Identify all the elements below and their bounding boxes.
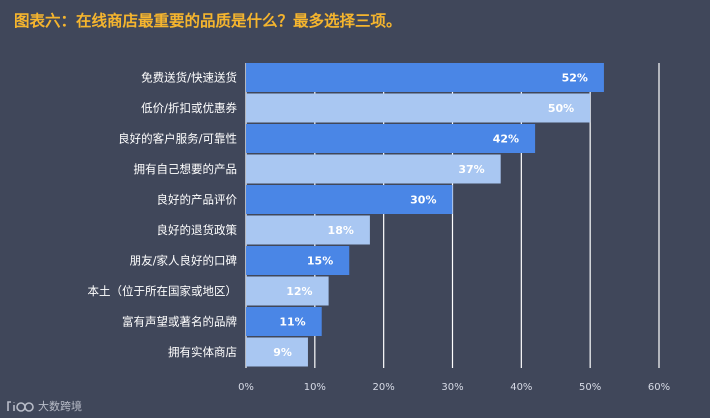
category-label: 拥有自己想要的产品 (134, 162, 238, 176)
category-label: 良好的产品评价 (157, 193, 238, 207)
bar (246, 246, 350, 275)
x-tick-label: 30% (441, 382, 463, 393)
bar (246, 124, 536, 153)
bar (246, 185, 453, 214)
x-tick-label: 60% (648, 382, 670, 393)
value-label: 42% (493, 133, 519, 146)
value-labels: 52% 50% 42% 37% 30% 18% 15% 12% 11% 9% (273, 72, 588, 360)
category-label: 良好的退货政策 (157, 223, 238, 237)
value-label: 37% (458, 163, 484, 176)
watermark-logo: 大数跨境 (6, 398, 82, 414)
category-label: 朋友/家人良好的口碑 (130, 254, 238, 268)
bar (246, 276, 329, 306)
value-label: 30% (410, 194, 436, 207)
value-label: 50% (548, 102, 574, 115)
bars (246, 63, 604, 367)
bar (246, 93, 591, 123)
x-tick-label: 10% (304, 382, 326, 393)
value-label: 15% (307, 255, 333, 268)
value-label: 18% (328, 224, 354, 237)
value-label: 52% (562, 72, 588, 85)
value-label: 9% (273, 346, 292, 359)
logo-icon (7, 401, 34, 412)
value-label: 12% (286, 285, 312, 298)
x-tick-label: 40% (510, 382, 532, 393)
bar (246, 63, 604, 92)
category-label: 拥有实体商店 (168, 345, 237, 359)
bar (246, 337, 308, 367)
watermark-text: 大数跨境 (38, 400, 82, 413)
x-tick-label: 20% (373, 382, 395, 393)
bar (246, 215, 370, 245)
category-label: 富有声望或著名的品牌 (122, 315, 237, 329)
category-label: 低价/折扣或优惠券 (141, 101, 237, 115)
x-tick-label: 50% (579, 382, 601, 393)
x-axis-ticks: 0% 10% 20% 30% 40% 50% 60% (238, 382, 670, 393)
category-labels: 免费送货/快速送货低价/折扣或优惠券良好的客户服务/可靠性拥有自己想要的产品良好… (88, 71, 238, 360)
chart-title: 图表六：在线商店最重要的品质是什么？最多选择三项。 (14, 12, 402, 30)
value-label: 11% (279, 316, 305, 329)
category-label: 免费送货/快速送货 (141, 71, 237, 85)
bar (246, 154, 501, 184)
category-label: 良好的客户服务/可靠性 (118, 132, 237, 146)
bar (246, 307, 322, 336)
x-tick-label: 0% (238, 382, 254, 393)
category-label: 本土（位于所在国家或地区） (88, 284, 238, 298)
